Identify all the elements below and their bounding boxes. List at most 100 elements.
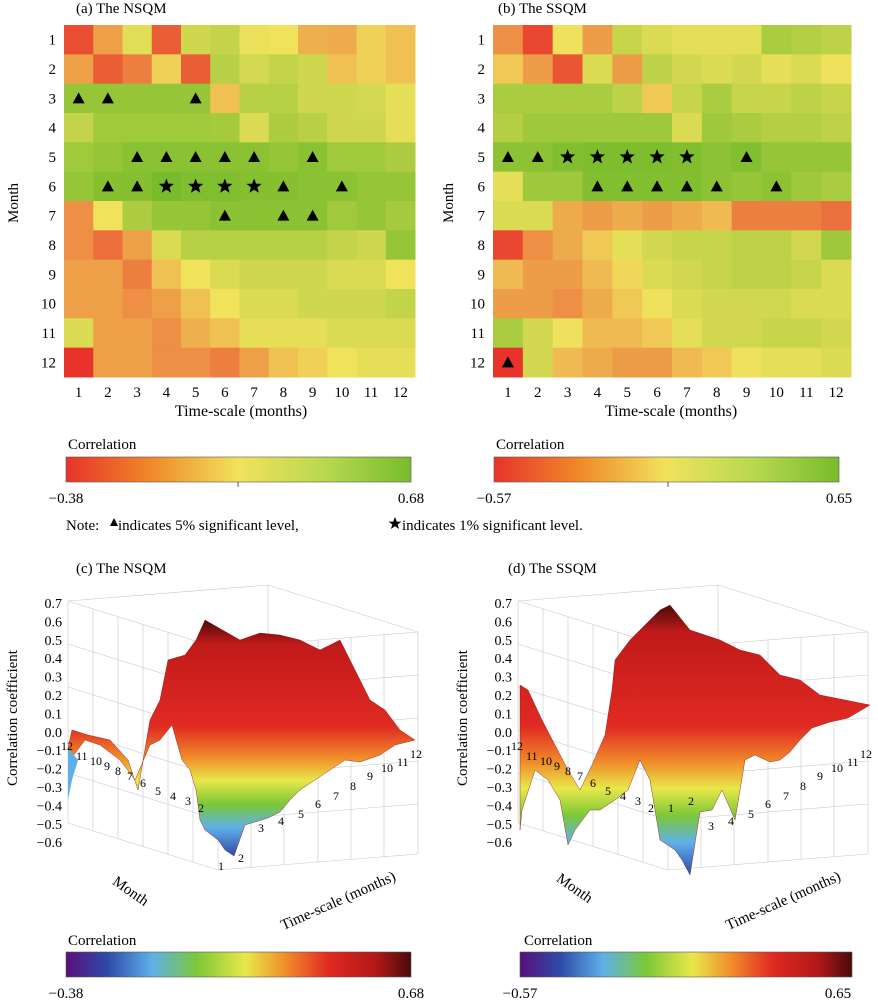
heatmap-cell	[327, 318, 357, 349]
heatmap-cell	[582, 113, 613, 143]
panel-b-colorbar-max: 0.65	[826, 491, 852, 507]
heatmap-cell	[268, 289, 299, 319]
heatmap-cell	[64, 171, 94, 202]
svg-text:3: 3	[185, 794, 191, 808]
month-tick: 6	[49, 179, 57, 195]
heatmap-cell	[612, 113, 643, 143]
month-tick: 11	[471, 326, 485, 342]
heatmap-cell	[582, 318, 613, 349]
svg-text:5: 5	[605, 784, 611, 798]
panel-a-timescale-ticks: 1 2 3 4 5 6 7 8 9 10 11 12	[75, 385, 408, 401]
heatmap-cell	[821, 318, 852, 349]
heatmap-cell	[642, 113, 673, 143]
heatmap-cell	[210, 54, 240, 85]
triangle-icon	[680, 180, 693, 192]
svg-text:7: 7	[333, 789, 339, 803]
heatmap-cell	[672, 259, 703, 290]
z-tick: 0.5	[45, 634, 63, 649]
heatmap-cell	[151, 201, 182, 231]
month-tick: 7	[49, 209, 57, 225]
z-tick: −0.5	[487, 818, 512, 833]
heatmap-cell	[701, 289, 733, 319]
svg-text:9: 9	[104, 759, 110, 773]
heatmap-cell	[327, 142, 357, 173]
svg-text:9: 9	[554, 759, 560, 773]
svg-text:2: 2	[238, 851, 244, 865]
month-tick: 11	[42, 326, 56, 342]
panel-d-timescale-label: Time-scale (months)	[723, 869, 843, 934]
z-tick: 0.4	[45, 652, 63, 667]
heatmap-cell	[582, 25, 613, 55]
heatmap-cell	[761, 25, 792, 55]
heatmap-cell	[612, 347, 643, 378]
z-tick: 0.1	[45, 707, 63, 722]
svg-text:6: 6	[590, 776, 596, 790]
heatmap-cell	[385, 142, 416, 173]
heatmap-cell	[821, 54, 852, 85]
month-tick: 2	[49, 62, 57, 78]
heatmap-cell	[522, 230, 554, 261]
heatmap-cell	[493, 318, 524, 349]
heatmap-cell	[210, 113, 240, 143]
heatmap-cell	[731, 171, 762, 202]
heatmap-cell	[327, 201, 357, 231]
heatmap-cell	[612, 25, 643, 55]
heatmap-cell	[612, 54, 643, 85]
heatmap-cell	[522, 259, 554, 290]
panel-c-colorbar-min: −0.38	[49, 986, 84, 1000]
heatmap-cell	[327, 347, 357, 378]
heatmap-cell	[268, 83, 299, 114]
panel-a-colorbar-max: 0.68	[398, 491, 424, 507]
heatmap-cell	[642, 201, 673, 231]
triangle-icon	[277, 180, 290, 192]
svg-text:5: 5	[298, 807, 304, 821]
heatmap-cell	[356, 171, 387, 202]
heatmap-cell	[239, 347, 270, 378]
timescale-tick: 4	[594, 385, 602, 401]
panel-b-title: (b) The SSQM	[498, 1, 587, 17]
heatmap-cell	[327, 289, 357, 319]
heatmap-cell	[672, 289, 703, 319]
heatmap-cell	[552, 201, 583, 231]
svg-text:4: 4	[620, 789, 626, 803]
heatmap-cell	[210, 83, 240, 114]
svg-text:8: 8	[115, 764, 121, 778]
star-icon	[589, 149, 606, 164]
panel-d-colorbar-label: Correlation	[524, 933, 593, 949]
heatmap-cell	[356, 83, 387, 114]
heatmap-cell	[731, 230, 762, 261]
heatmap-cell	[821, 83, 852, 114]
timescale-tick: 5	[192, 385, 200, 401]
star-icon	[217, 178, 233, 193]
heatmap-cell	[327, 25, 357, 55]
heatmap-cell	[385, 83, 416, 114]
month-tick: 7	[478, 209, 486, 225]
heatmap-cell	[239, 230, 270, 261]
triangle-icon	[131, 180, 144, 192]
panel-d-colorbar-min: −0.57	[503, 986, 538, 1000]
star-icon	[188, 178, 204, 193]
heatmap-cell	[672, 230, 703, 261]
heatmap-cell	[522, 113, 554, 143]
heatmap-cell	[701, 318, 733, 349]
svg-text:3: 3	[635, 794, 641, 808]
heatmap-cell	[151, 347, 182, 378]
triangle-icon	[218, 209, 231, 221]
heatmap-cell	[64, 142, 94, 173]
heatmap-cell	[701, 54, 733, 85]
heatmap-cell	[298, 230, 328, 261]
svg-text:9: 9	[367, 769, 373, 783]
heatmap-cell	[93, 113, 123, 143]
heatmap-cell	[701, 83, 733, 114]
heatmap-cell	[582, 54, 613, 85]
z-tick: 0.4	[495, 652, 513, 667]
heatmap-cell	[791, 318, 822, 349]
heatmap-cell	[731, 54, 762, 85]
heatmap-cell	[552, 259, 583, 290]
heatmap-cell	[385, 25, 416, 55]
star-icon	[559, 149, 576, 164]
z-tick: 0.2	[495, 689, 513, 704]
